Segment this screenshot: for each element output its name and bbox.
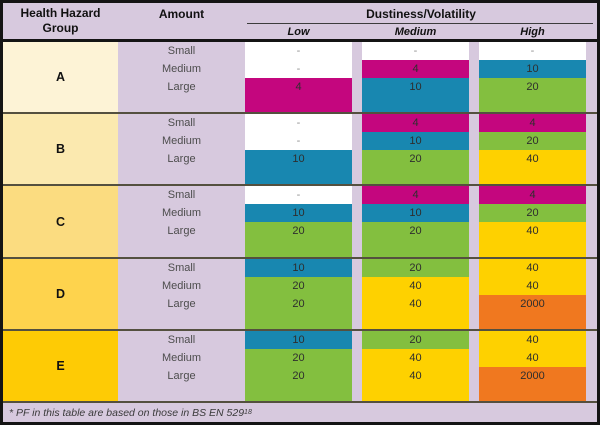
amount-row-small: Small - 4 4: [118, 114, 597, 133]
pf-cell: 20: [362, 330, 469, 349]
amount-row-large: Large 10 20 40: [118, 150, 597, 185]
amount-label: Medium: [161, 351, 202, 364]
pf-cell: 40: [362, 294, 469, 329]
pf-cell: 10: [479, 60, 586, 78]
pf-cell: -: [245, 132, 352, 151]
amount-row-large: Large 20 40 2000: [118, 294, 597, 329]
group-label: E: [3, 330, 118, 402]
dustiness-underline: [247, 23, 593, 24]
amount-label: Small: [167, 117, 196, 130]
footnote: * PF in this table are based on those in…: [3, 401, 597, 422]
amount-label: Medium: [161, 207, 202, 220]
pf-cell: 20: [245, 222, 352, 257]
amount-row-small: Small 10 20 40: [118, 258, 597, 277]
pf-cell: 40: [479, 276, 586, 295]
pf-cell: 20: [479, 132, 586, 151]
pf-cell: -: [245, 114, 352, 133]
group-label: C: [3, 186, 118, 257]
pf-cell: -: [479, 42, 586, 60]
hazard-group-row-b: B Small - 4 4 Medium - 10 20 Large 10 20…: [3, 112, 597, 185]
amount-label: Medium: [161, 63, 202, 75]
group-label: D: [3, 258, 118, 329]
pf-cell: 10: [362, 78, 469, 113]
pf-cell: 4: [479, 114, 586, 133]
pf-cell: 4: [479, 186, 586, 205]
amount-row-large: Large 4 10 20: [118, 78, 597, 113]
pf-cell: -: [245, 60, 352, 78]
header-health-hazard-group: Health Hazard Group: [20, 6, 101, 35]
amount-label: Large: [167, 369, 196, 382]
amount-row-medium: Medium 20 40 40: [118, 348, 597, 367]
amount-label: Medium: [161, 135, 202, 148]
group-label: A: [3, 42, 118, 113]
amount-row-large: Large 20 20 40: [118, 222, 597, 257]
pf-cell: -: [362, 42, 469, 60]
pf-cell: 10: [245, 330, 352, 349]
pf-cell: 20: [245, 276, 352, 295]
pf-cell: 4: [362, 60, 469, 78]
amount-row-medium: Medium 20 40 40: [118, 276, 597, 295]
group-label: B: [3, 114, 118, 185]
header-amount: Amount: [158, 7, 205, 21]
amount-label: Large: [167, 297, 196, 310]
amount-label: Large: [167, 81, 196, 93]
hazard-group-row-a: A Small - - - Medium - 4 10 Large 4 10 2…: [3, 42, 597, 113]
amount-label: Small: [167, 261, 196, 274]
pf-cell: 10: [245, 204, 352, 223]
pf-cell: 10: [245, 150, 352, 185]
amount-row-large: Large 20 40 2000: [118, 366, 597, 402]
pf-cell: 40: [479, 258, 586, 277]
hazard-group-row-e: E Small 10 20 40 Medium 20 40 40 Large 2…: [3, 328, 597, 402]
amount-row-small: Small - - -: [118, 42, 597, 60]
pf-cell: 10: [362, 132, 469, 151]
pf-cell: 2000: [479, 294, 586, 329]
footnote-text: * PF in this table are based on those in…: [9, 406, 245, 419]
pf-cell: 20: [479, 204, 586, 223]
amount-row-medium: Medium - 10 20: [118, 132, 597, 151]
subheader-high: High: [520, 25, 545, 38]
pf-cell: 20: [362, 258, 469, 277]
amount-row-medium: Medium 10 10 20: [118, 204, 597, 223]
subheader-row: Low Medium High: [245, 24, 597, 39]
pf-cell: 20: [479, 78, 586, 113]
hazard-group-row-d: D Small 10 20 40 Medium 20 40 40 Large 2…: [3, 256, 597, 329]
amount-label: Large: [167, 225, 196, 238]
table-header: Health Hazard Group Amount Dustiness/Vol…: [3, 3, 597, 42]
amount-label: Large: [167, 153, 196, 166]
pf-cell: 40: [479, 348, 586, 367]
pf-cell: 4: [362, 186, 469, 205]
pf-cell: 40: [362, 348, 469, 367]
pf-cell: 10: [245, 258, 352, 277]
pf-cell: 10: [362, 204, 469, 223]
pf-cell: 40: [362, 276, 469, 295]
pf-cell: -: [245, 186, 352, 205]
amount-row-medium: Medium - 4 10: [118, 60, 597, 78]
footnote-superscript: 18: [244, 409, 252, 417]
pf-cell: 40: [479, 330, 586, 349]
subheader-low: Low: [287, 25, 310, 38]
amount-label: Medium: [161, 279, 202, 292]
pf-cell: 20: [245, 366, 352, 402]
pf-cell: -: [245, 42, 352, 60]
pf-cell: 2000: [479, 366, 586, 402]
hazard-group-row-c: C Small - 4 4 Medium 10 10 20 Large 20 2…: [3, 184, 597, 257]
pf-cell: 40: [479, 150, 586, 185]
pf-cell: 20: [245, 294, 352, 329]
pf-cell: 4: [245, 78, 352, 113]
pf-cell: 40: [479, 222, 586, 257]
pf-cell: 4: [362, 114, 469, 133]
pf-cell: 20: [245, 348, 352, 367]
pf-cell: 40: [362, 366, 469, 402]
subheader-medium: Medium: [394, 25, 437, 38]
amount-label: Small: [167, 333, 196, 346]
pf-cell: 20: [362, 150, 469, 185]
amount-row-small: Small - 4 4: [118, 186, 597, 205]
pf-cell: 20: [362, 222, 469, 257]
header-dustiness-volatility: Dustiness/Volatility: [366, 7, 476, 21]
amount-label: Small: [167, 189, 196, 202]
header-dustiness-volatility-block: Dustiness/Volatility Low Medium High: [245, 3, 597, 39]
amount-row-small: Small 10 20 40: [118, 330, 597, 349]
amount-label: Small: [167, 45, 196, 57]
